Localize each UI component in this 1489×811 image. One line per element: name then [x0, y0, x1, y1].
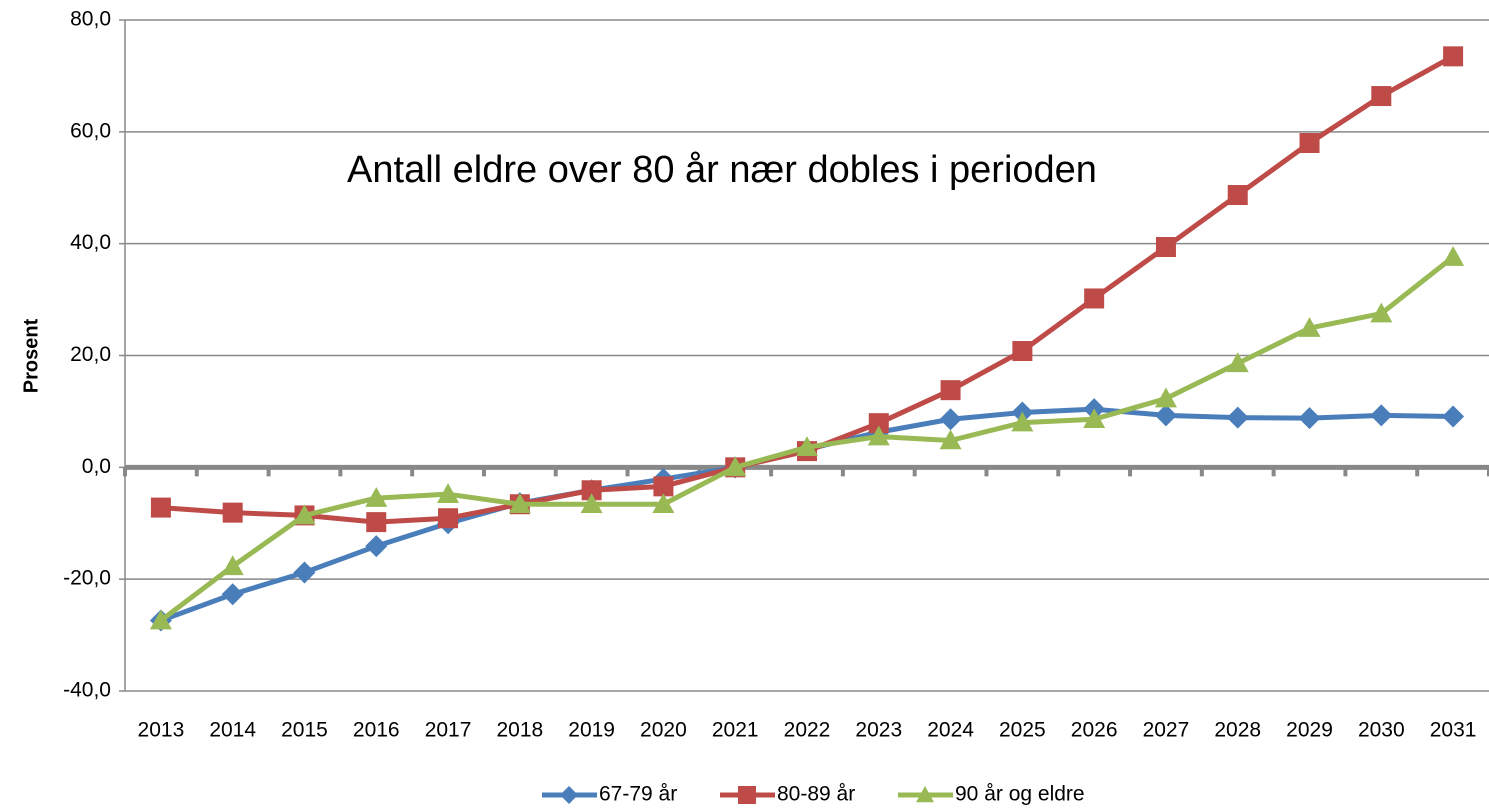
y-tick-label: 60,0 [70, 119, 111, 142]
marker [221, 555, 244, 576]
marker [1226, 352, 1249, 373]
marker [581, 480, 602, 501]
y-tick-label: 80,0 [70, 8, 111, 31]
x-tick-label: 2028 [1214, 719, 1261, 742]
legend-marker [738, 786, 756, 804]
marker [1154, 387, 1177, 408]
marker [580, 493, 603, 514]
marker [724, 456, 747, 477]
marker [1299, 133, 1320, 154]
x-tick-label: 2025 [999, 719, 1046, 742]
marker [1012, 341, 1033, 362]
marker [1154, 404, 1177, 427]
marker [867, 425, 890, 446]
x-tick-label: 2022 [784, 719, 831, 742]
x-tick-label: 2017 [425, 719, 472, 742]
marker [508, 493, 531, 514]
x-tick-label: 2027 [1143, 719, 1190, 742]
y-axis-label: Prosent [20, 318, 42, 393]
marker [1227, 185, 1248, 206]
marker [653, 476, 674, 497]
legend-label: 90 år og eldre [955, 783, 1085, 806]
x-tick-label: 2021 [712, 719, 759, 742]
x-tick-label: 2019 [568, 719, 615, 742]
marker [149, 609, 172, 630]
x-tick-label: 2013 [138, 719, 185, 742]
y-tick-label: -40,0 [63, 679, 111, 702]
marker [1084, 288, 1105, 309]
marker [437, 483, 460, 503]
marker [939, 408, 962, 431]
marker [1011, 411, 1034, 432]
marker [438, 508, 459, 529]
marker [868, 413, 889, 434]
marker [1226, 406, 1249, 429]
legend-marker [916, 786, 934, 803]
marker [365, 487, 388, 507]
marker [1155, 237, 1176, 258]
marker [940, 380, 961, 401]
marker [1298, 317, 1321, 337]
marker [1442, 405, 1465, 428]
marker [939, 429, 962, 450]
marker [1371, 86, 1392, 107]
marker [1370, 302, 1393, 323]
legend-marker [560, 786, 578, 804]
x-tick-label: 2024 [927, 719, 974, 742]
marker [1370, 404, 1393, 427]
x-tick-label: 2015 [281, 719, 328, 742]
y-tick-label: 0,0 [82, 455, 111, 478]
x-tick-label: 2014 [209, 719, 256, 742]
x-tick-label: 2018 [496, 719, 543, 742]
legend-label: 80-89 år [777, 783, 855, 806]
x-tick-label: 2026 [1071, 719, 1118, 742]
x-tick-label: 2029 [1286, 719, 1333, 742]
marker [1298, 407, 1321, 430]
marker [222, 502, 243, 523]
marker [366, 512, 387, 533]
marker [293, 504, 316, 525]
marker [796, 436, 818, 457]
x-tick-label: 2030 [1358, 719, 1405, 742]
x-tick-label: 2020 [640, 719, 687, 742]
marker [1443, 46, 1464, 67]
marker [1442, 246, 1465, 266]
annotation: Antall eldre over 80 år nær dobles i per… [347, 149, 1097, 191]
marker [221, 583, 244, 606]
y-tick-label: 20,0 [70, 343, 111, 366]
x-tick-label: 2031 [1430, 719, 1477, 742]
x-tick-label: 2023 [855, 719, 902, 742]
marker [652, 493, 675, 514]
marker [293, 561, 316, 584]
x-tick-label: 2016 [353, 719, 400, 742]
legend-label: 67-79 år [599, 783, 677, 806]
marker [1083, 408, 1106, 429]
y-tick-label: 40,0 [70, 231, 111, 254]
y-tick-label: -20,0 [63, 567, 111, 590]
marker [150, 497, 171, 518]
marker [365, 535, 388, 558]
